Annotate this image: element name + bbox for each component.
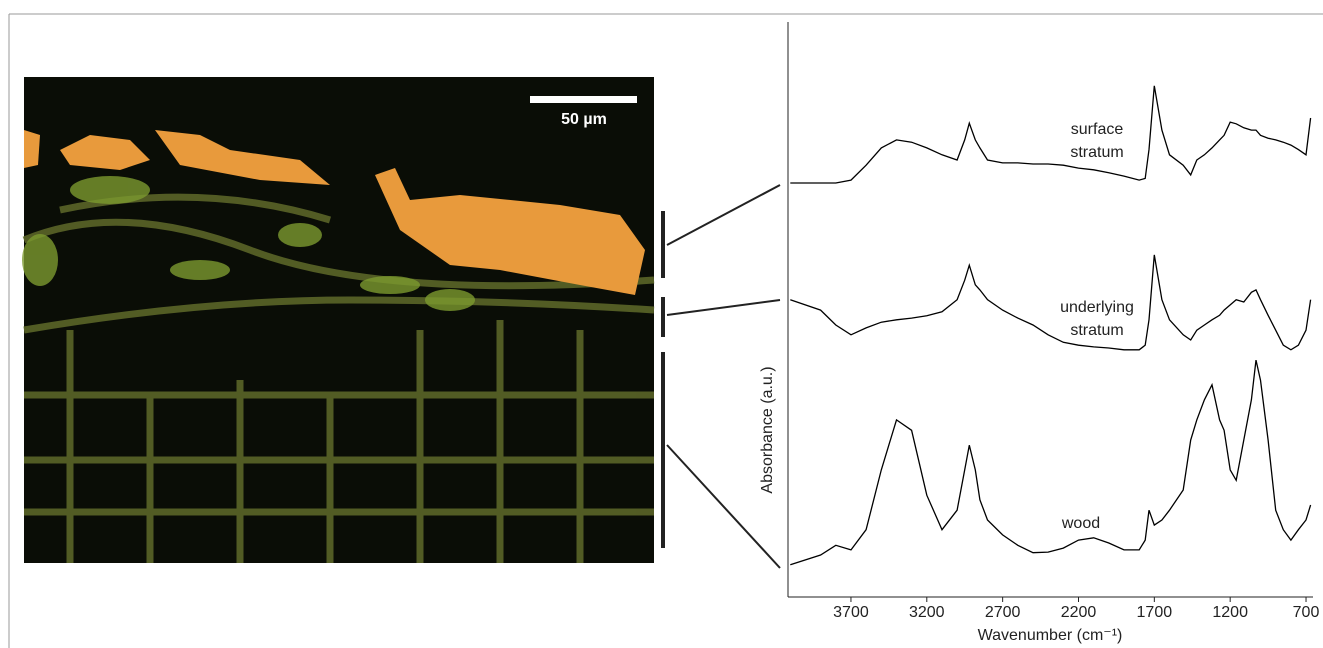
- series-label: surface stratum: [1070, 121, 1124, 161]
- spectrum-line: [790, 85, 1312, 184]
- x-tick-label: 1200: [1212, 604, 1248, 621]
- series-label: underlying stratum: [1060, 299, 1134, 339]
- spectrum-line: [790, 254, 1312, 351]
- x-tick-label: 3200: [909, 604, 945, 621]
- x-tick-label: 2700: [985, 604, 1021, 621]
- x-axis-title: Wavenumber (cm⁻¹): [978, 627, 1123, 644]
- connectors: [666, 184, 781, 569]
- micrograph: 50 µm: [22, 77, 655, 563]
- series-label: wood: [1061, 515, 1101, 532]
- y-axis-title: Absorbance (a.u.): [759, 366, 776, 493]
- x-tick-label: 2200: [1061, 604, 1097, 621]
- x-tick-label: 3700: [833, 604, 869, 621]
- spectrum-line: [790, 359, 1312, 566]
- x-tick-label: 700: [1293, 604, 1320, 621]
- scale-label: 50 µm: [561, 111, 607, 128]
- x-tick-label: 1700: [1137, 604, 1173, 621]
